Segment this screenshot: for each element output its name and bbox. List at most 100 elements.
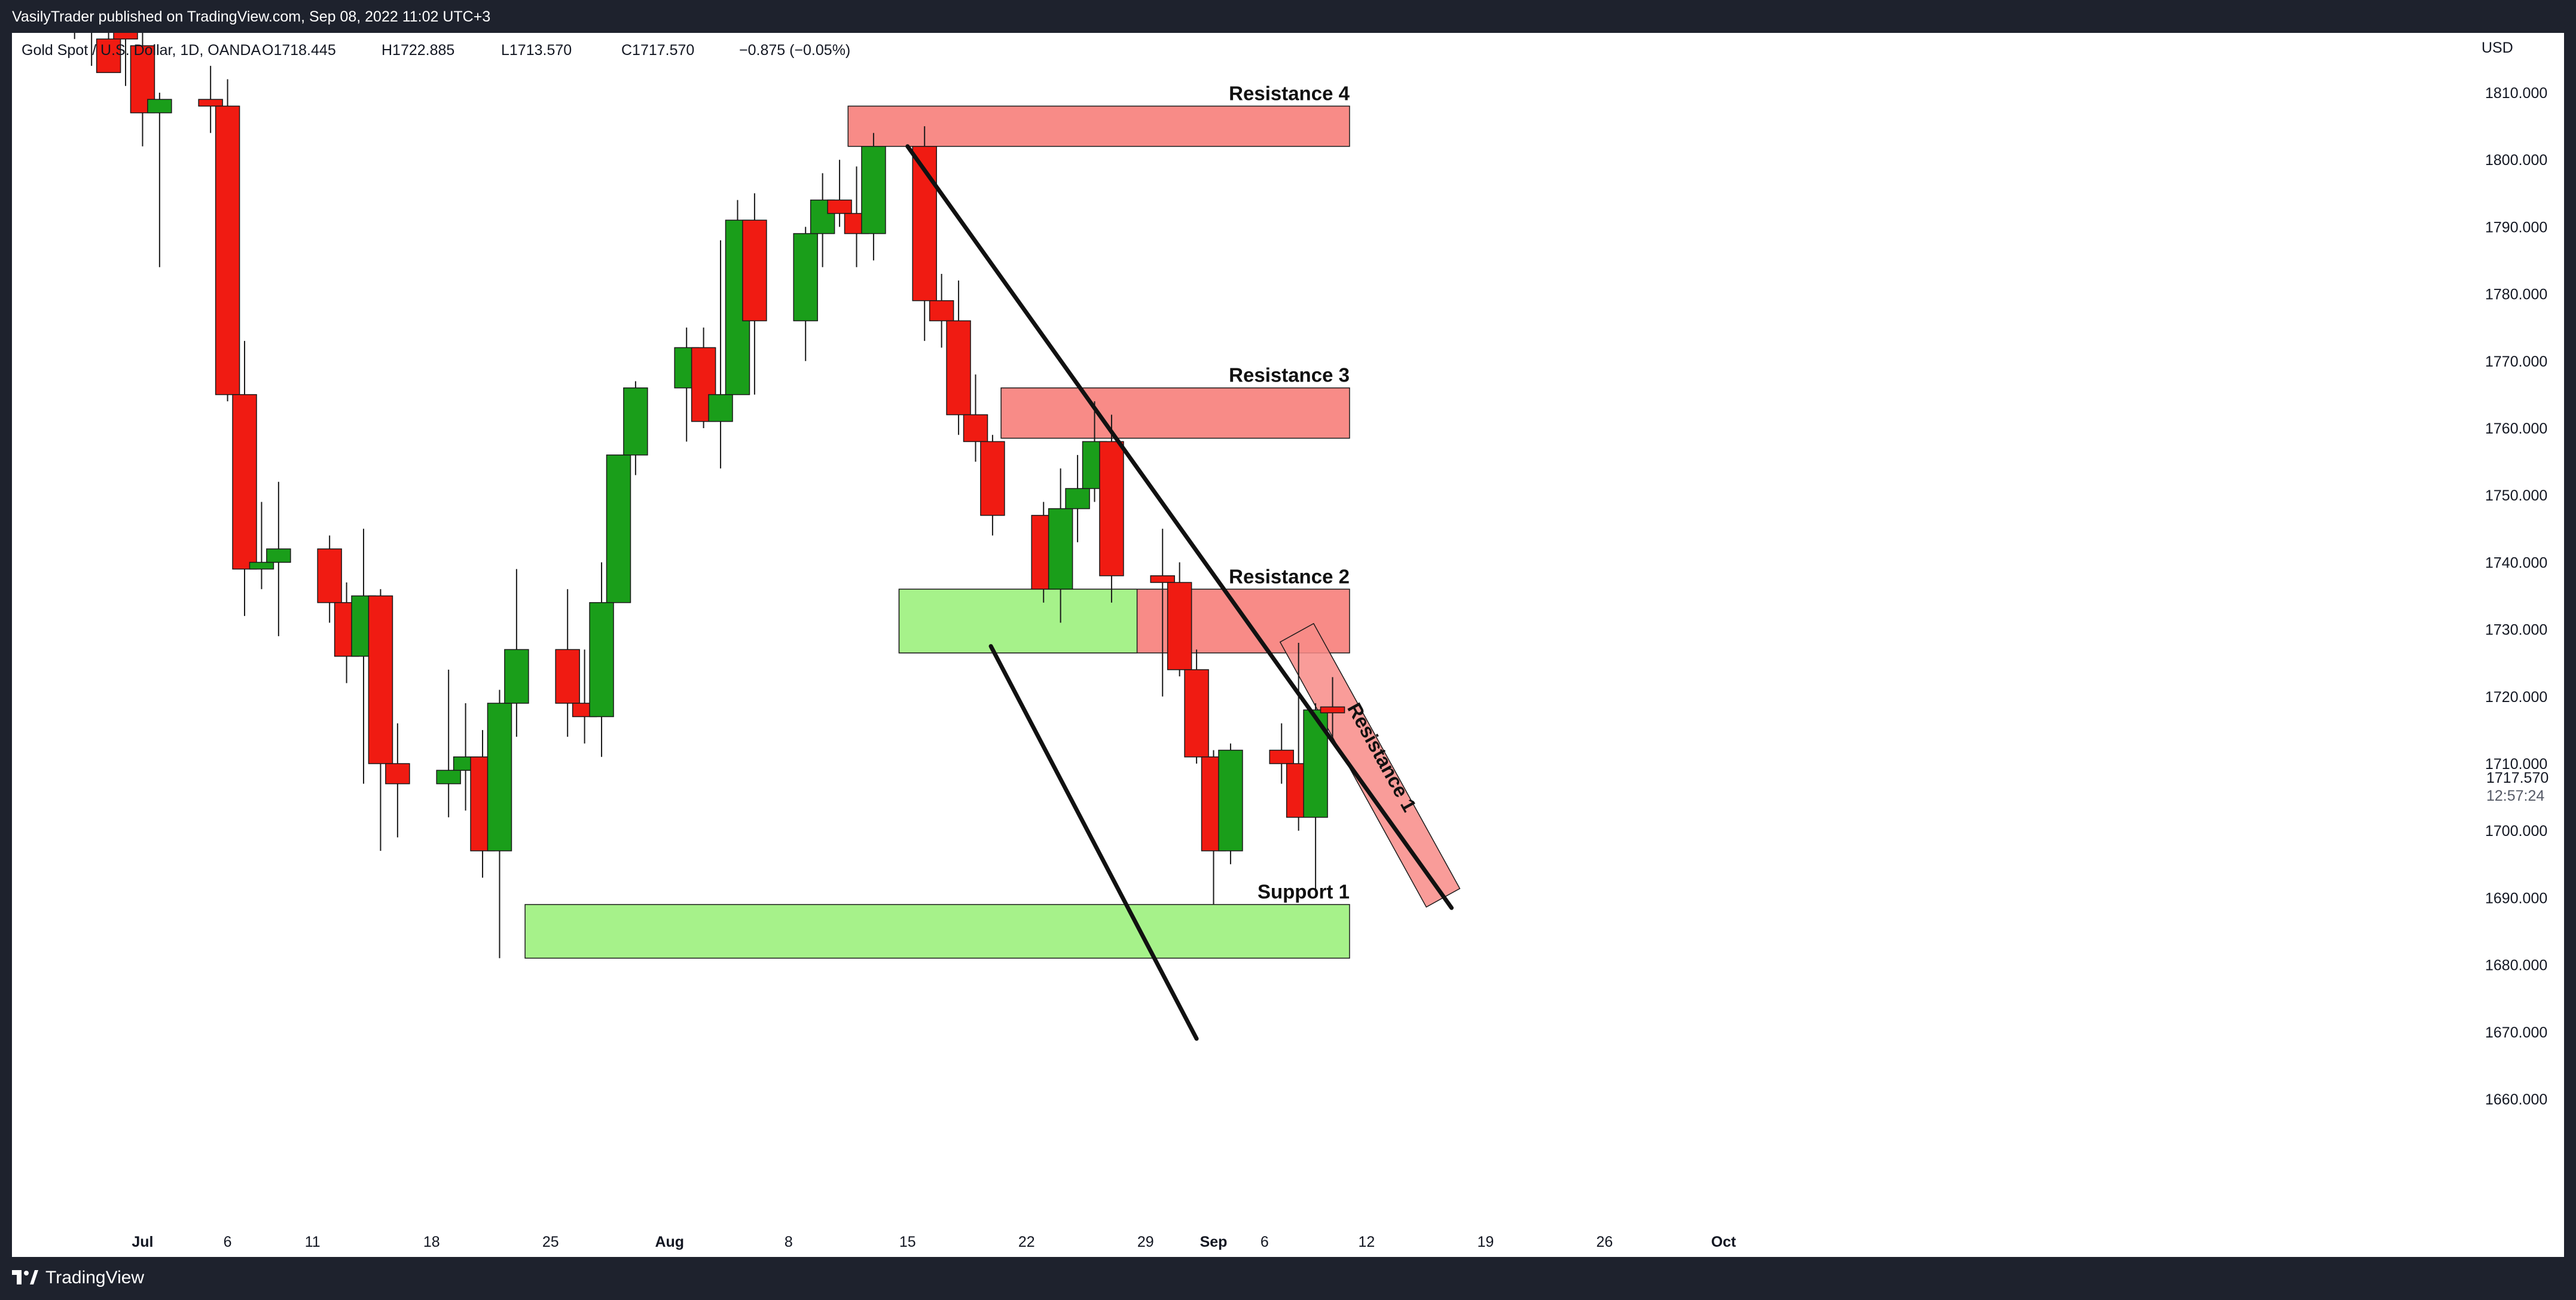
high-value: H1722.885	[381, 42, 454, 59]
time-tick-label: Aug	[655, 1234, 684, 1250]
candle-body	[368, 595, 393, 764]
time-tick-label: 19	[1477, 1234, 1494, 1250]
candle	[623, 381, 648, 475]
price-tick-label: 1700.000	[2485, 823, 2547, 840]
candle	[742, 193, 767, 395]
candle-body	[861, 146, 886, 234]
zone-label: Resistance 3	[1229, 364, 1350, 386]
candle-body	[317, 548, 342, 603]
price-tick-label: 1730.000	[2485, 622, 2547, 639]
time-tick-label: 26	[1597, 1234, 1613, 1250]
price-axis[interactable]: USD 1820.000 1810.000 1800.000 1790.000 1780…	[2482, 33, 2547, 1108]
candle	[1065, 454, 1090, 542]
candle-body	[215, 105, 240, 395]
candle	[606, 454, 631, 603]
price-tick-label: 1790.000	[2485, 219, 2547, 236]
candle-body	[1099, 441, 1124, 576]
candle	[147, 93, 172, 267]
chart-panel[interactable]: Resistance 4 Resistance 3 Resistance 2 Supp…	[12, 33, 2564, 1257]
candle-body	[1150, 575, 1175, 583]
candle-body	[385, 763, 410, 785]
time-tick-label: 22	[1018, 1234, 1035, 1250]
upper-trend-line[interactable]	[905, 144, 1454, 910]
time-tick-label: 6	[224, 1234, 232, 1250]
symbol-label: Gold Spot / U.S. Dollar, 1D, OANDA	[22, 42, 261, 59]
candle-body	[1065, 488, 1090, 509]
support-zone[interactable]	[524, 904, 1350, 959]
last-price-label: 1717.570	[2486, 770, 2548, 786]
publish-header: VasilyTrader published on TradingView.co…	[0, 0, 2576, 33]
currency-label: USD	[2482, 39, 2513, 56]
candle	[708, 240, 733, 469]
price-tick-label: 1710.000	[2485, 756, 2547, 773]
candle	[1184, 649, 1209, 764]
candle	[946, 280, 971, 435]
time-tick-label: 8	[785, 1234, 793, 1250]
candle	[691, 327, 716, 428]
time-tick-label: 25	[542, 1234, 559, 1250]
candle-body	[96, 38, 121, 74]
candle-body	[793, 233, 818, 322]
candle-body	[1167, 582, 1192, 670]
chart-canvas[interactable]: Resistance 4 Resistance 3 Resistance 2 Supp…	[12, 33, 2564, 1257]
candle	[980, 435, 1005, 536]
zone-label: Resistance 2	[1229, 565, 1350, 587]
price-tick-label: 1670.000	[2485, 1024, 2547, 1041]
candle	[91, 33, 93, 66]
time-tick-label: 18	[423, 1234, 440, 1250]
publish-info: VasilyTrader published on TradingView.co…	[12, 8, 491, 25]
change-value: −0.875 (−0.05%)	[739, 42, 850, 59]
candle	[113, 33, 138, 86]
zone-label: Support 1	[1258, 881, 1350, 903]
open-value: O1718.445	[262, 42, 336, 59]
candle-body	[1269, 749, 1294, 764]
candle	[74, 33, 75, 39]
candle-body	[589, 602, 614, 718]
price-tick-label: 1690.000	[2485, 890, 2547, 907]
candle-body	[980, 441, 1005, 516]
candle-body	[1320, 706, 1345, 713]
candle-body	[504, 649, 529, 704]
candle-body	[691, 347, 716, 422]
candle	[1269, 723, 1294, 784]
candle	[232, 341, 257, 617]
price-tick-label: 1660.000	[2485, 1091, 2547, 1108]
candle	[504, 569, 529, 737]
candle-body	[1048, 508, 1073, 590]
ohlc-legend: Gold Spot / U.S. Dollar, 1D, OANDA O1718…	[22, 42, 850, 59]
candle-body	[827, 199, 852, 214]
candles-layer	[74, 33, 1345, 959]
candle-body	[1184, 669, 1209, 758]
candle-body	[606, 454, 631, 603]
lower-trend-line[interactable]	[988, 644, 1199, 1041]
candle	[1099, 414, 1124, 603]
candle-body	[742, 219, 767, 322]
candle	[317, 535, 342, 623]
low-value: L1713.570	[501, 42, 572, 59]
time-axis[interactable]: Jul 6 11 18 25 Aug 8 15 22 29 Sep 6 12 19 26 Oct	[132, 1234, 1736, 1250]
tradingview-logo[interactable]: TradingView	[12, 1268, 144, 1288]
candle	[96, 33, 121, 74]
candle-body	[249, 561, 274, 570]
candle-body	[946, 320, 971, 416]
candle	[793, 227, 818, 361]
candle	[827, 160, 852, 227]
price-tick-label: 1720.000	[2485, 689, 2547, 706]
last-price-marker: 1717.570 12:57:24	[2486, 770, 2548, 804]
resistance-zone[interactable]	[847, 105, 1350, 147]
candle-body	[929, 300, 954, 322]
support-zone[interactable]	[898, 588, 1138, 654]
price-tick-label: 1740.000	[2485, 554, 2547, 571]
candle	[266, 481, 291, 636]
resistance-zone[interactable]	[1000, 387, 1350, 439]
candle	[1218, 743, 1243, 865]
candle	[1167, 562, 1192, 677]
candle	[1320, 677, 1345, 740]
candle	[555, 589, 580, 737]
zones-layer	[524, 105, 1461, 959]
candle-body	[623, 387, 648, 456]
candle	[198, 66, 223, 133]
time-tick-label: 11	[305, 1234, 321, 1250]
candle-body	[1218, 749, 1243, 852]
price-tick-label: 1800.000	[2485, 152, 2547, 169]
